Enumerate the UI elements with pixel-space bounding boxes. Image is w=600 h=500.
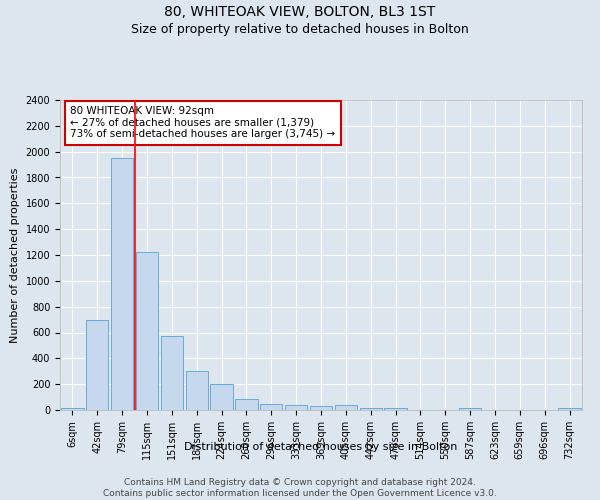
Text: Contains HM Land Registry data © Crown copyright and database right 2024.
Contai: Contains HM Land Registry data © Crown c… (103, 478, 497, 498)
Text: 80, WHITEOAK VIEW, BOLTON, BL3 1ST: 80, WHITEOAK VIEW, BOLTON, BL3 1ST (164, 5, 436, 19)
Bar (285, 406, 307, 410)
Bar (161, 336, 183, 410)
Text: Distribution of detached houses by size in Bolton: Distribution of detached houses by size … (184, 442, 458, 452)
Bar (359, 408, 382, 410)
Bar (136, 252, 158, 410)
Y-axis label: Number of detached properties: Number of detached properties (10, 168, 20, 342)
Text: 80 WHITEOAK VIEW: 92sqm
← 27% of detached houses are smaller (1,379)
73% of semi: 80 WHITEOAK VIEW: 92sqm ← 27% of detache… (70, 106, 335, 140)
Bar (459, 408, 481, 410)
Bar (310, 406, 332, 410)
Bar (260, 404, 283, 410)
Bar (61, 408, 83, 410)
Bar (211, 384, 233, 410)
Bar (86, 320, 109, 410)
Text: Size of property relative to detached houses in Bolton: Size of property relative to detached ho… (131, 22, 469, 36)
Bar (111, 158, 133, 410)
Bar (235, 399, 257, 410)
Bar (185, 370, 208, 410)
Bar (385, 408, 407, 410)
Bar (335, 406, 357, 410)
Bar (559, 408, 581, 410)
